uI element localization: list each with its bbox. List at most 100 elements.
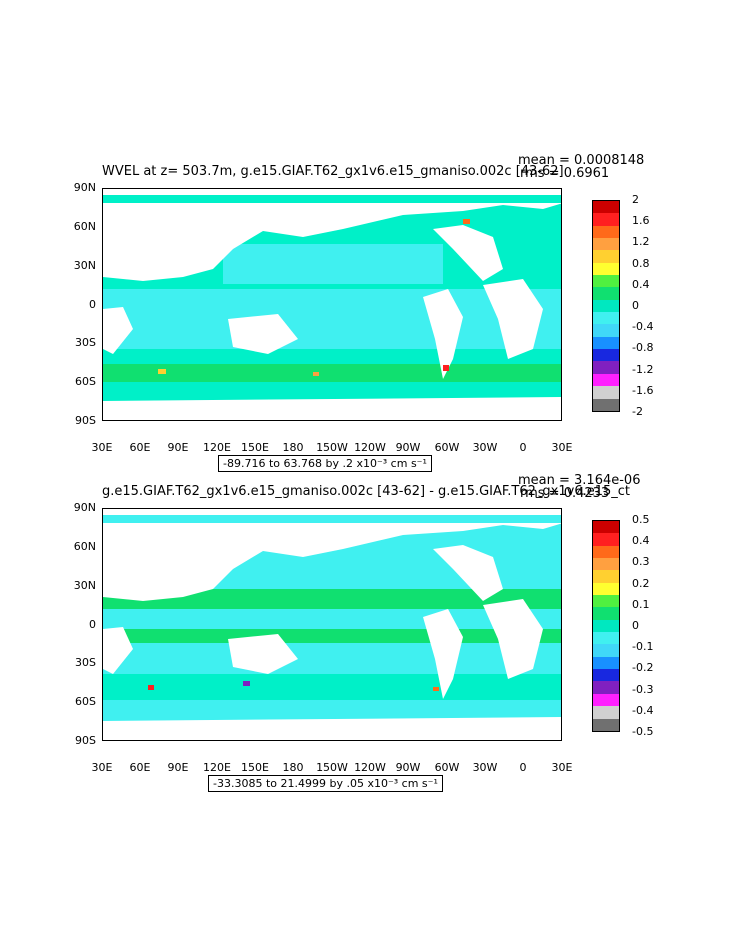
colorbar-label: -1.2: [632, 363, 654, 376]
colorbar-swatch: [593, 225, 619, 239]
colorbar-label: 0.4: [632, 534, 650, 547]
colorbar-label: 2: [632, 193, 639, 206]
world-map: [103, 509, 561, 740]
lon-label: 90E: [167, 441, 189, 454]
lat-label: 30N: [73, 579, 96, 592]
lat-label: 30S: [75, 336, 96, 349]
colorbar-label: -0.1: [632, 640, 654, 653]
colorbar: [592, 520, 620, 732]
colorbar-swatch: [593, 349, 619, 362]
colorbar-swatch: [593, 287, 619, 300]
mean-value: mean = 3.164e-06: [518, 473, 641, 488]
colorbar-label: -0.4: [632, 704, 654, 717]
colorbar-swatch: [593, 299, 619, 313]
colorbar-swatch: [593, 619, 619, 633]
lat-label: 60N: [73, 540, 96, 553]
colorbar-label: 0.1: [632, 598, 650, 611]
lon-label: 90W: [395, 441, 421, 454]
map-plot-area: [102, 188, 562, 421]
world-map: [103, 189, 561, 420]
colorbar-swatch: [593, 386, 619, 399]
contour-range-label: -33.3085 to 21.4999 by .05 x10⁻³ cm s⁻¹: [208, 775, 443, 792]
lon-label: 180: [282, 761, 304, 774]
lat-label: 60S: [75, 375, 96, 388]
colorbar-label: -0.2: [632, 661, 654, 674]
lon-label: 0: [519, 761, 527, 774]
colorbar-label: 0.8: [632, 257, 650, 270]
lat-label: 60S: [75, 695, 96, 708]
colorbar-swatch: [593, 545, 619, 559]
lon-label: 90W: [395, 761, 421, 774]
colorbar-swatch: [593, 570, 619, 583]
colorbar-swatch: [593, 607, 619, 620]
lat-label: 90N: [73, 181, 96, 194]
colorbar-label: -0.3: [632, 683, 654, 696]
colorbar-swatch: [593, 250, 619, 263]
lon-label: 150E: [241, 441, 269, 454]
colorbar-label: 0.5: [632, 513, 650, 526]
colorbar-swatch: [593, 669, 619, 682]
colorbar-label: -1.6: [632, 384, 654, 397]
lon-label: 120W: [354, 441, 386, 454]
colorbar-label: -0.4: [632, 320, 654, 333]
lat-label: 30S: [75, 656, 96, 669]
lon-label: 60W: [434, 761, 460, 774]
lon-label: 150E: [241, 761, 269, 774]
lon-label: 0: [519, 441, 527, 454]
colorbar-swatch: [593, 201, 619, 214]
bottom-map-panel: g.e15.GIAF.T62_gx1v6.e15_gmaniso.002c [4…: [0, 470, 733, 792]
lat-label: 60N: [73, 220, 96, 233]
colorbar-swatch: [593, 533, 619, 546]
colorbar-swatch: [593, 718, 619, 731]
lat-label: 0: [89, 618, 96, 631]
lon-label: 180: [282, 441, 304, 454]
lon-label: 30E: [91, 441, 113, 454]
lon-label: 30W: [472, 441, 498, 454]
colorbar-label: 0.2: [632, 577, 650, 590]
map-plot-area: [102, 508, 562, 741]
lon-label: 90E: [167, 761, 189, 774]
lat-label: 0: [89, 298, 96, 311]
colorbar-swatch: [593, 632, 619, 645]
lat-label: 90S: [75, 734, 96, 747]
colorbar-swatch: [593, 521, 619, 534]
colorbar-swatch: [593, 595, 619, 608]
lon-label: 120E: [203, 761, 231, 774]
colorbar-label: -0.5: [632, 725, 654, 738]
rms-value: rms = 0.6961: [520, 166, 610, 181]
colorbar-label: 0.3: [632, 555, 650, 568]
lon-label: 30E: [551, 441, 573, 454]
lon-label: 120E: [203, 441, 231, 454]
colorbar-label: -2: [632, 405, 643, 418]
lon-label: 60E: [129, 441, 151, 454]
colorbar-swatch: [593, 336, 619, 350]
colorbar-swatch: [593, 582, 619, 596]
colorbar: [592, 200, 620, 412]
lon-label: 60W: [434, 441, 460, 454]
colorbar-label: 0: [632, 299, 639, 312]
lon-label: 30E: [551, 761, 573, 774]
colorbar-label: 0.4: [632, 278, 650, 291]
colorbar-swatch: [593, 373, 619, 387]
contour-range-label: -89.716 to 63.768 by .2 x10⁻³ cm s⁻¹: [218, 455, 432, 472]
colorbar-swatch: [593, 324, 619, 337]
lon-label: 60E: [129, 761, 151, 774]
lon-label: 150W: [316, 441, 348, 454]
lat-label: 30N: [73, 259, 96, 272]
lon-label: 150W: [316, 761, 348, 774]
lat-label: 90S: [75, 414, 96, 427]
colorbar-swatch: [593, 706, 619, 719]
lon-label: 30W: [472, 761, 498, 774]
top-map-panel: WVEL at z= 503.7m, g.e15.GIAF.T62_gx1v6.…: [0, 150, 733, 472]
colorbar-label: 1.2: [632, 235, 650, 248]
map-title: WVEL at z= 503.7m, g.e15.GIAF.T62_gx1v6.…: [102, 164, 564, 179]
colorbar-swatch: [593, 656, 619, 670]
colorbar-swatch: [593, 693, 619, 707]
colorbar-swatch: [593, 558, 619, 571]
colorbar-swatch: [593, 275, 619, 288]
colorbar-swatch: [593, 644, 619, 657]
colorbar-swatch: [593, 238, 619, 251]
map-title: g.e15.GIAF.T62_gx1v6.e15_gmaniso.002c [4…: [102, 484, 631, 499]
lat-label: 90N: [73, 501, 96, 514]
colorbar-swatch: [593, 361, 619, 374]
